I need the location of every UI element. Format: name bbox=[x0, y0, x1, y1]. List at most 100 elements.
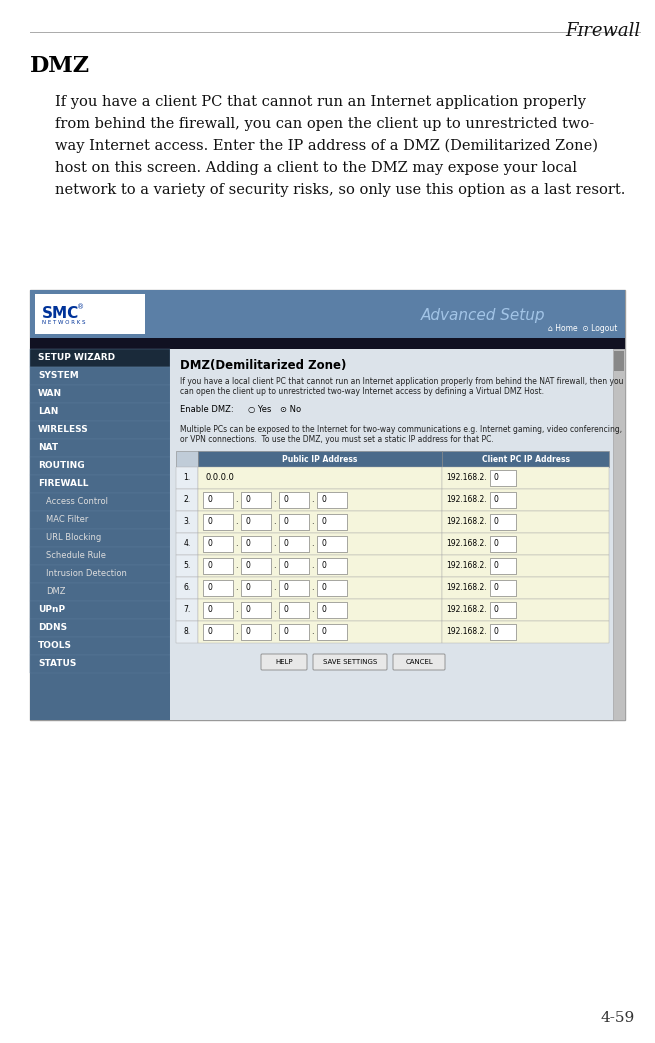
Text: If you have a client PC that cannot run an Internet application properly: If you have a client PC that cannot run … bbox=[55, 95, 586, 110]
Text: 2.: 2. bbox=[183, 495, 191, 505]
Bar bbox=[203, 536, 233, 552]
Bar bbox=[490, 624, 516, 640]
Text: 4-59: 4-59 bbox=[601, 1011, 635, 1025]
Text: NAT: NAT bbox=[38, 443, 58, 453]
Text: 0: 0 bbox=[283, 606, 288, 614]
Bar bbox=[176, 451, 198, 467]
Text: WIRELESS: WIRELESS bbox=[38, 426, 88, 435]
Bar bbox=[241, 602, 271, 618]
Bar bbox=[198, 599, 442, 621]
Text: host on this screen. Adding a client to the DMZ may expose your local: host on this screen. Adding a client to … bbox=[55, 161, 577, 175]
Text: 7.: 7. bbox=[183, 606, 191, 614]
Bar bbox=[30, 493, 170, 511]
Text: .: . bbox=[273, 628, 276, 636]
Bar bbox=[442, 451, 609, 467]
Bar bbox=[30, 439, 170, 457]
Text: 0: 0 bbox=[321, 517, 326, 527]
Text: 0: 0 bbox=[245, 606, 250, 614]
Bar bbox=[241, 492, 271, 508]
Text: 5.: 5. bbox=[183, 561, 191, 571]
Text: .: . bbox=[311, 628, 314, 636]
Text: DMZ(Demilitarized Zone): DMZ(Demilitarized Zone) bbox=[180, 359, 346, 372]
Bar bbox=[30, 547, 170, 565]
Bar bbox=[198, 489, 442, 511]
Text: ⊙ No: ⊙ No bbox=[280, 405, 301, 414]
Bar bbox=[317, 514, 347, 530]
Bar bbox=[198, 511, 442, 533]
Text: .: . bbox=[311, 606, 314, 614]
Text: UPnP: UPnP bbox=[38, 606, 65, 614]
Text: 192.168.2.: 192.168.2. bbox=[446, 561, 487, 571]
Text: 6.: 6. bbox=[183, 583, 191, 592]
Text: .: . bbox=[311, 517, 314, 527]
Text: .: . bbox=[235, 539, 238, 549]
Text: 0: 0 bbox=[493, 474, 498, 483]
Text: way Internet access. Enter the IP address of a DMZ (Demilitarized Zone): way Internet access. Enter the IP addres… bbox=[55, 139, 598, 153]
Bar bbox=[30, 385, 170, 403]
Text: Enable DMZ:: Enable DMZ: bbox=[180, 405, 234, 414]
Bar bbox=[203, 492, 233, 508]
Text: ○ Yes: ○ Yes bbox=[248, 405, 271, 414]
Bar bbox=[317, 558, 347, 574]
Text: 0.0.0.0: 0.0.0.0 bbox=[206, 474, 235, 483]
Bar bbox=[317, 602, 347, 618]
Text: 0: 0 bbox=[493, 561, 498, 571]
Text: .: . bbox=[311, 539, 314, 549]
Bar bbox=[30, 367, 170, 385]
Text: 192.168.2.: 192.168.2. bbox=[446, 517, 487, 527]
Bar bbox=[490, 514, 516, 530]
Text: 4.: 4. bbox=[183, 539, 191, 549]
Bar bbox=[198, 467, 442, 489]
Bar bbox=[279, 558, 309, 574]
Bar bbox=[490, 492, 516, 508]
Bar bbox=[279, 536, 309, 552]
Bar bbox=[170, 349, 625, 720]
Text: 0: 0 bbox=[493, 495, 498, 505]
Text: .: . bbox=[235, 628, 238, 636]
Bar bbox=[279, 580, 309, 596]
Text: TOOLS: TOOLS bbox=[38, 641, 72, 651]
Bar bbox=[614, 351, 624, 371]
Text: 0: 0 bbox=[283, 628, 288, 636]
Text: DMZ: DMZ bbox=[30, 55, 90, 77]
Text: SMC: SMC bbox=[42, 306, 79, 321]
Text: DDNS: DDNS bbox=[38, 624, 67, 632]
Bar bbox=[176, 577, 198, 599]
Text: 0: 0 bbox=[493, 539, 498, 549]
Bar bbox=[317, 536, 347, 552]
Text: .: . bbox=[273, 495, 276, 505]
Bar bbox=[30, 338, 625, 349]
Bar bbox=[198, 621, 442, 642]
Text: .: . bbox=[311, 495, 314, 505]
Bar bbox=[30, 511, 170, 529]
Text: STATUS: STATUS bbox=[38, 659, 77, 669]
Text: N E T W O R K S: N E T W O R K S bbox=[42, 320, 86, 325]
Bar bbox=[198, 577, 442, 599]
Text: Intrusion Detection: Intrusion Detection bbox=[46, 569, 127, 579]
Text: SETUP WIZARD: SETUP WIZARD bbox=[38, 354, 115, 363]
Text: .: . bbox=[273, 539, 276, 549]
Text: 192.168.2.: 192.168.2. bbox=[446, 606, 487, 614]
Text: .: . bbox=[273, 517, 276, 527]
Text: HELP: HELP bbox=[275, 659, 293, 665]
Text: ROUTING: ROUTING bbox=[38, 461, 84, 470]
Text: LAN: LAN bbox=[38, 408, 58, 416]
Bar bbox=[490, 558, 516, 574]
Bar bbox=[241, 624, 271, 640]
Bar bbox=[30, 457, 170, 475]
Bar bbox=[30, 290, 625, 338]
Bar bbox=[203, 602, 233, 618]
FancyBboxPatch shape bbox=[261, 654, 307, 670]
Text: .: . bbox=[235, 606, 238, 614]
Text: Advanced Setup: Advanced Setup bbox=[421, 308, 545, 323]
Bar bbox=[241, 558, 271, 574]
Text: 0: 0 bbox=[207, 628, 212, 636]
Bar bbox=[442, 577, 609, 599]
Text: 3.: 3. bbox=[183, 517, 191, 527]
Text: SYSTEM: SYSTEM bbox=[38, 371, 79, 381]
Text: 0: 0 bbox=[245, 628, 250, 636]
Text: FIREWALL: FIREWALL bbox=[38, 480, 88, 488]
Text: 0: 0 bbox=[283, 561, 288, 571]
Text: 0: 0 bbox=[245, 539, 250, 549]
Text: 0: 0 bbox=[321, 628, 326, 636]
